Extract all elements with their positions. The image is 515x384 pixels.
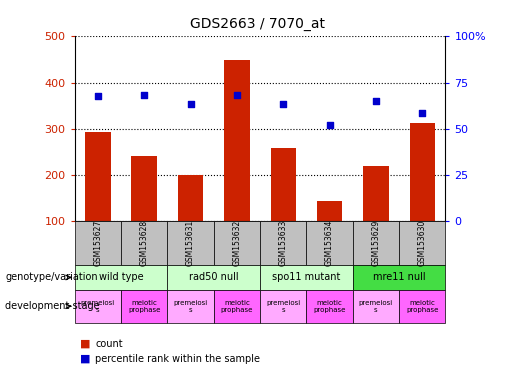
- Text: spo11 mutant: spo11 mutant: [272, 272, 340, 283]
- Text: ■: ■: [80, 354, 90, 364]
- Text: mre11 null: mre11 null: [373, 272, 425, 283]
- Bar: [270, 149, 296, 267]
- Bar: [131, 156, 157, 267]
- Text: GDS2663 / 7070_at: GDS2663 / 7070_at: [190, 17, 325, 31]
- Text: GSM153629: GSM153629: [371, 220, 381, 266]
- Bar: [85, 132, 111, 267]
- Text: GSM153628: GSM153628: [140, 220, 149, 266]
- Text: premeiosi
s: premeiosi s: [359, 300, 393, 313]
- Text: GSM153631: GSM153631: [186, 220, 195, 266]
- Text: premeiosi
s: premeiosi s: [81, 300, 115, 313]
- Text: meiotic
prophase: meiotic prophase: [314, 300, 346, 313]
- Point: [186, 101, 195, 107]
- Text: meiotic
prophase: meiotic prophase: [406, 300, 438, 313]
- Bar: [317, 201, 342, 267]
- Text: ■: ■: [80, 339, 90, 349]
- Text: percentile rank within the sample: percentile rank within the sample: [95, 354, 260, 364]
- Text: genotype/variation: genotype/variation: [5, 272, 98, 283]
- Text: rad50 null: rad50 null: [189, 272, 238, 283]
- Text: premeiosi
s: premeiosi s: [174, 300, 208, 313]
- Text: count: count: [95, 339, 123, 349]
- Text: GSM153627: GSM153627: [93, 220, 102, 266]
- Bar: [363, 166, 389, 267]
- Text: GSM153632: GSM153632: [232, 220, 242, 266]
- Point: [140, 93, 148, 99]
- Bar: [409, 123, 435, 267]
- Bar: [178, 175, 203, 267]
- Bar: [224, 60, 250, 267]
- Text: wild type: wild type: [99, 272, 143, 283]
- Point: [279, 101, 287, 107]
- Text: development stage: development stage: [5, 301, 100, 311]
- Text: meiotic
prophase: meiotic prophase: [128, 300, 160, 313]
- Text: meiotic
prophase: meiotic prophase: [221, 300, 253, 313]
- Text: GSM153630: GSM153630: [418, 220, 427, 266]
- Point: [418, 109, 426, 116]
- Point: [94, 93, 102, 99]
- Text: premeiosi
s: premeiosi s: [266, 300, 300, 313]
- Point: [325, 122, 334, 128]
- Point: [372, 98, 380, 104]
- Text: GSM153633: GSM153633: [279, 220, 288, 266]
- Point: [233, 93, 241, 99]
- Text: GSM153634: GSM153634: [325, 220, 334, 266]
